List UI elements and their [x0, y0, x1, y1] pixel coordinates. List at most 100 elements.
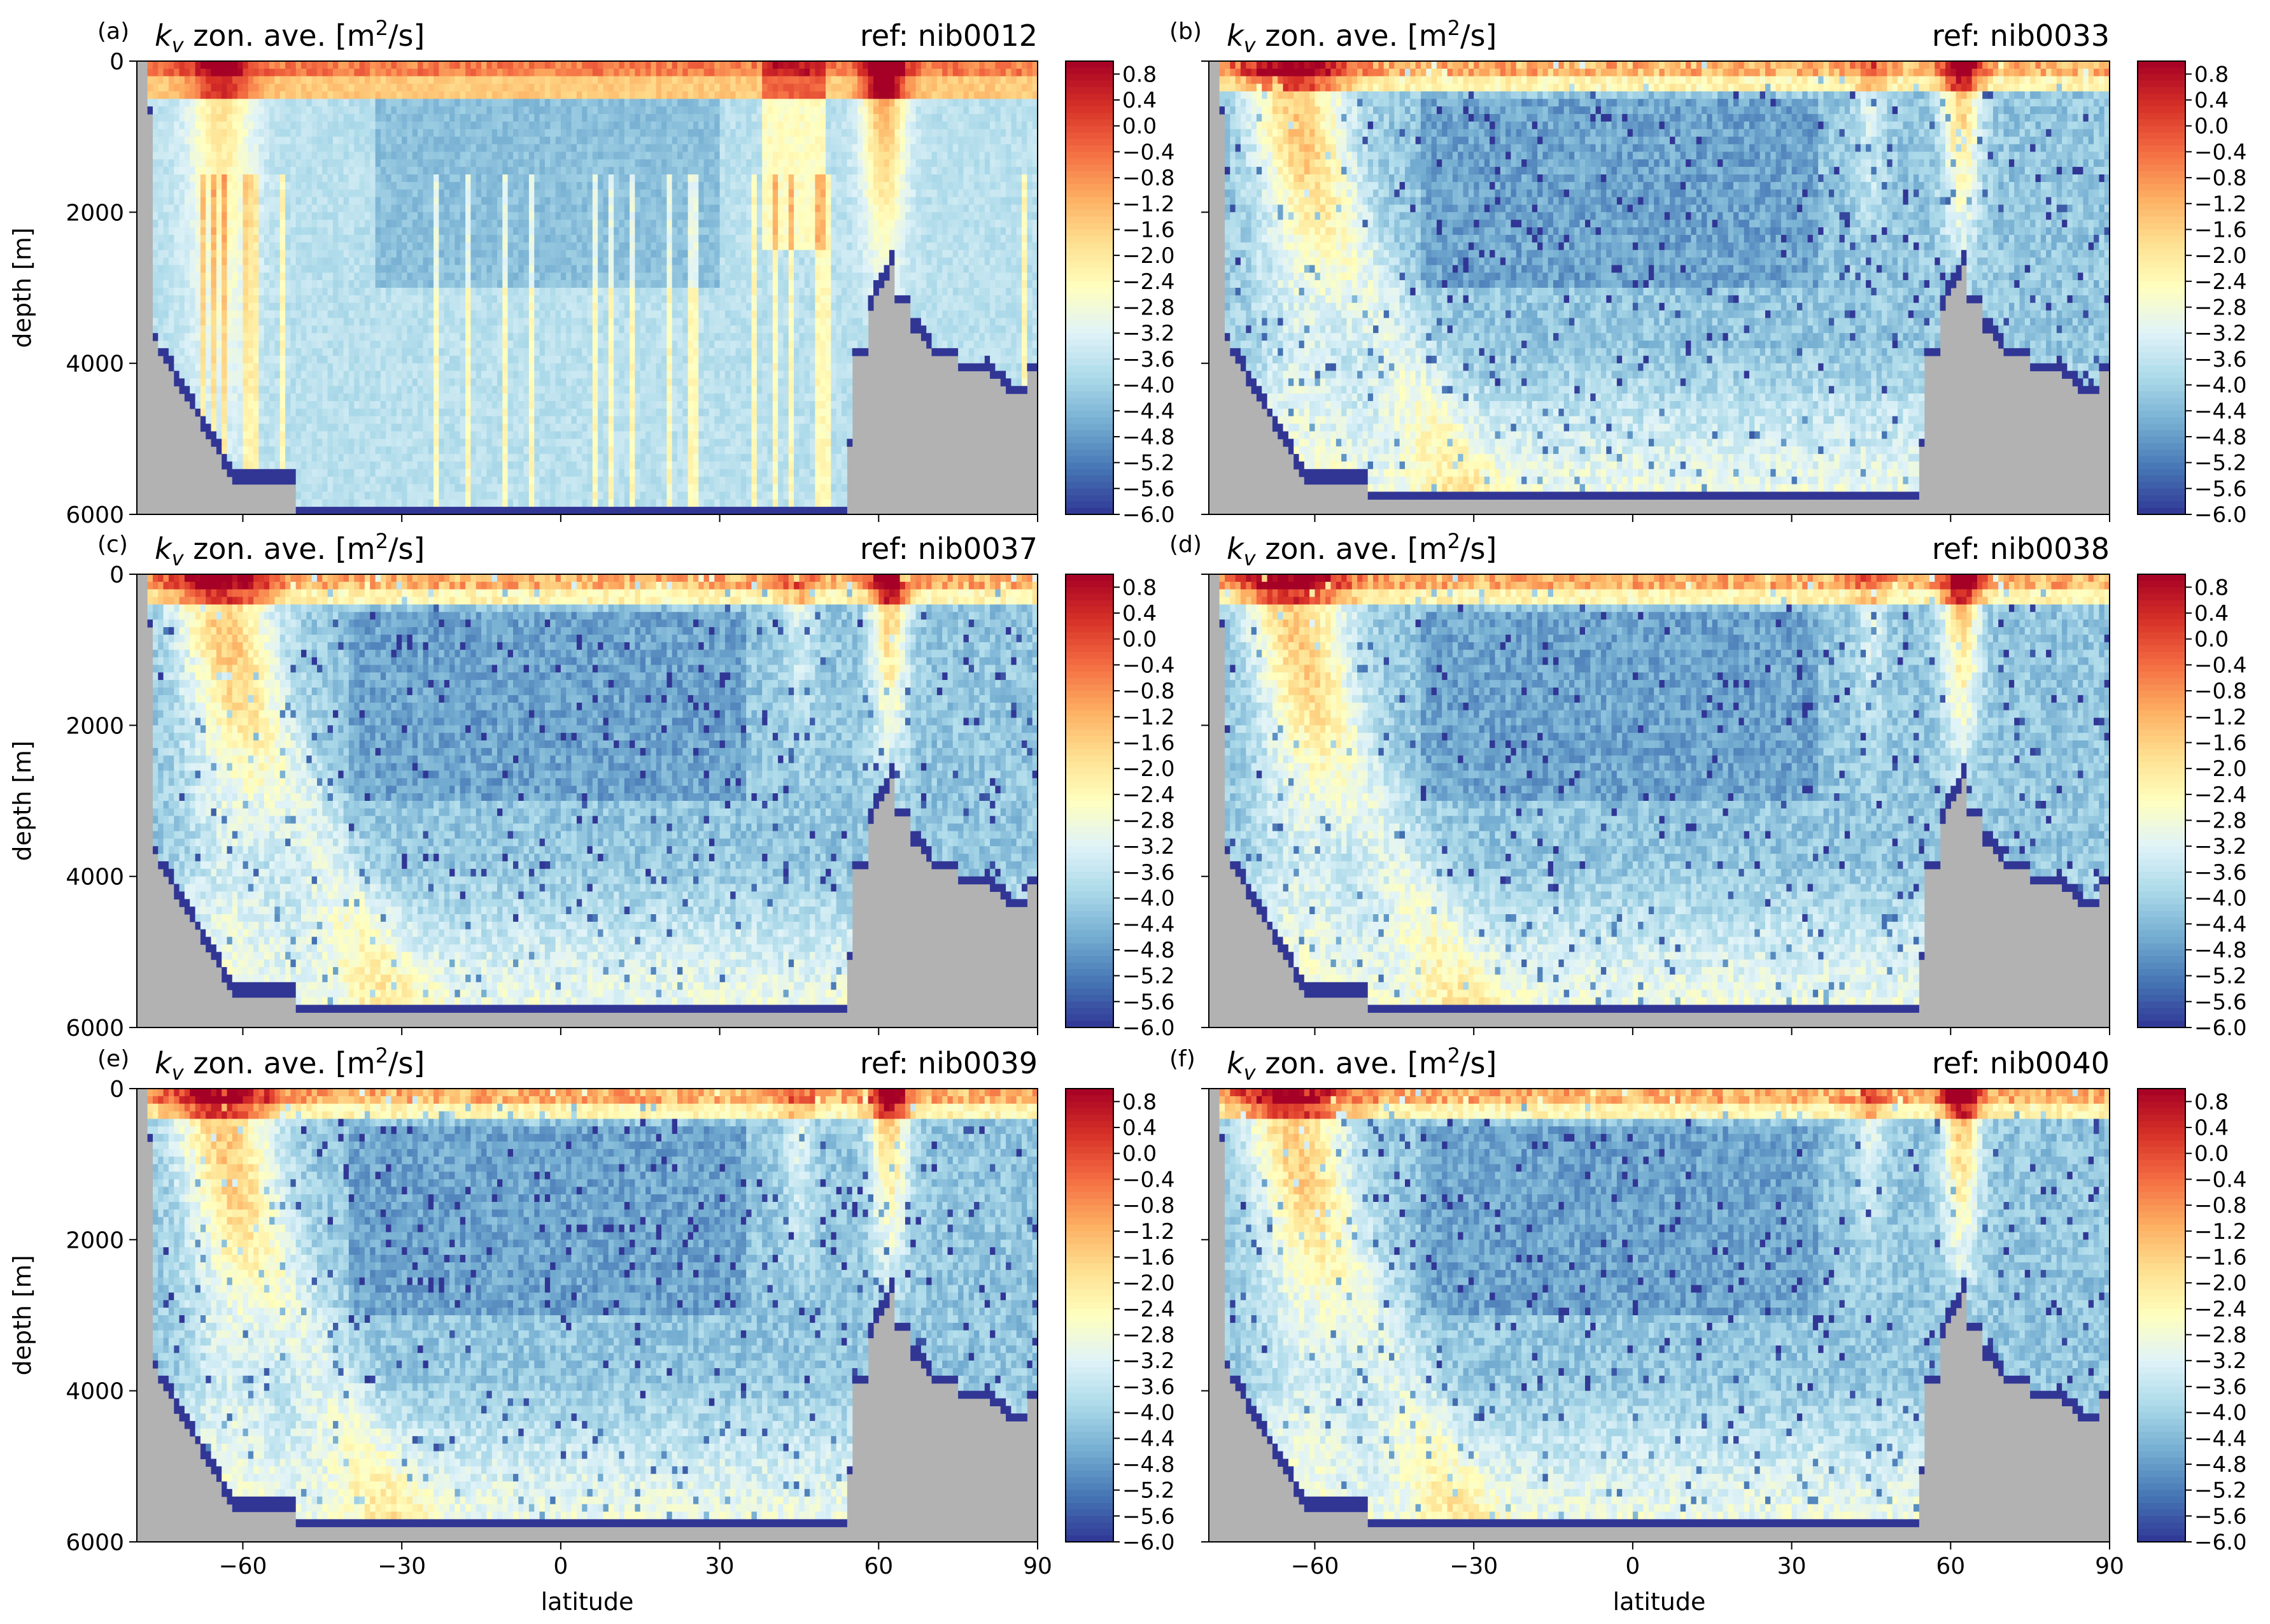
heatmap-cell — [232, 325, 238, 334]
heatmap-cell — [253, 114, 259, 122]
heatmap-cell — [195, 205, 201, 213]
heatmap-cell — [296, 439, 302, 447]
heatmap-cell — [322, 484, 328, 493]
heatmap-cell — [248, 446, 254, 455]
heatmap-cell — [280, 167, 286, 175]
heatmap-cell — [232, 311, 238, 319]
heatmap-cell — [158, 265, 164, 273]
heatmap-cell — [301, 114, 307, 122]
heatmap-cell — [158, 92, 164, 100]
heatmap-cell — [153, 265, 159, 273]
heatmap-cell — [285, 76, 291, 85]
heatmap-cell — [243, 409, 249, 417]
heatmap-cell — [237, 92, 243, 100]
heatmap-cell — [285, 462, 291, 470]
heatmap-cell — [206, 235, 211, 243]
heatmap-cell — [274, 159, 280, 167]
heatmap-cell — [333, 197, 339, 206]
heatmap-cell — [206, 295, 211, 304]
heatmap-cell — [296, 325, 302, 334]
heatmap-cell — [296, 84, 302, 92]
heatmap-cell — [164, 76, 169, 85]
heatmap-cell — [211, 416, 217, 425]
heatmap-cell — [243, 272, 249, 281]
heatmap-cell — [296, 99, 302, 107]
heatmap-cell — [248, 235, 254, 243]
heatmap-cell — [195, 106, 201, 115]
heatmap-cell — [216, 393, 222, 402]
heatmap-cell — [258, 152, 264, 160]
heatmap-cell — [216, 159, 222, 167]
heatmap-cell — [269, 439, 275, 447]
heatmap-cell — [232, 114, 238, 122]
heatmap-cell — [290, 92, 296, 100]
heatmap-cell — [280, 227, 286, 236]
heatmap-cell — [243, 333, 249, 341]
heatmap-cell — [328, 61, 334, 69]
heatmap-cell — [227, 92, 233, 100]
heatmap-cell — [328, 280, 334, 288]
heatmap-cell — [296, 409, 302, 417]
heatmap-cell — [227, 174, 233, 183]
heatmap-cell — [243, 61, 249, 69]
heatmap-cell — [285, 129, 291, 138]
heatmap-cell — [317, 182, 323, 190]
heatmap-cell — [153, 272, 159, 281]
heatmap-cell — [174, 280, 180, 288]
heatmap-cell — [232, 69, 238, 77]
heatmap-cell — [317, 364, 323, 372]
heatmap-cell — [328, 507, 334, 515]
heatmap-cell — [248, 295, 254, 304]
heatmap-cell — [169, 145, 174, 153]
heatmap-cell — [258, 454, 264, 462]
heatmap-cell — [312, 348, 318, 357]
heatmap-cell — [232, 341, 238, 349]
heatmap-cell — [227, 190, 233, 198]
heatmap-cell — [301, 174, 307, 183]
heatmap-cell — [201, 145, 206, 153]
heatmap-cell — [333, 99, 339, 107]
heatmap-cell — [169, 69, 174, 77]
heatmap-cell — [216, 295, 222, 304]
heatmap-cell — [312, 190, 318, 198]
heatmap-cell — [211, 439, 217, 447]
heatmap-cell — [258, 106, 264, 115]
heatmap-cell — [301, 378, 307, 386]
heatmap-cell — [243, 348, 249, 357]
heatmap-cell — [258, 258, 264, 266]
heatmap-cell — [312, 393, 318, 402]
heatmap-cell — [216, 76, 222, 85]
heatmap-cell — [206, 348, 211, 357]
heatmap-cell — [195, 303, 201, 311]
heatmap-cell — [269, 92, 275, 100]
heatmap-cell — [164, 159, 169, 167]
heatmap-cell — [280, 61, 286, 69]
heatmap-cell — [190, 243, 195, 251]
heatmap-cell — [269, 258, 275, 266]
heatmap-cell — [290, 174, 296, 183]
heatmap-cell — [190, 114, 195, 122]
heatmap-cell — [211, 190, 217, 198]
heatmap-cell — [206, 318, 211, 327]
heatmap-cell — [201, 114, 206, 122]
heatmap-cell — [216, 303, 222, 311]
heatmap-cell — [328, 348, 334, 357]
heatmap-cell — [317, 137, 323, 145]
heatmap-cell — [328, 106, 334, 115]
heatmap-cell — [185, 235, 190, 243]
heatmap-cell — [232, 409, 238, 417]
heatmap-cell — [164, 205, 169, 213]
heatmap-cell — [333, 167, 339, 175]
heatmap-cell — [169, 311, 174, 319]
heatmap-cell — [290, 84, 296, 92]
heatmap-cell — [237, 378, 243, 386]
heatmap-cell — [269, 469, 275, 477]
heatmap-cell — [206, 341, 211, 349]
heatmap-cell — [232, 454, 238, 462]
heatmap-cell — [322, 439, 328, 447]
heatmap-cell — [296, 69, 302, 77]
heatmap-cell — [195, 197, 201, 206]
heatmap-cell — [317, 378, 323, 386]
heatmap-cell — [301, 439, 307, 447]
heatmap-cell — [185, 76, 190, 85]
